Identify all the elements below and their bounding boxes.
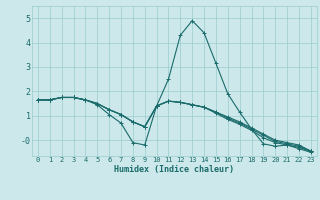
X-axis label: Humidex (Indice chaleur): Humidex (Indice chaleur) (115, 165, 234, 174)
